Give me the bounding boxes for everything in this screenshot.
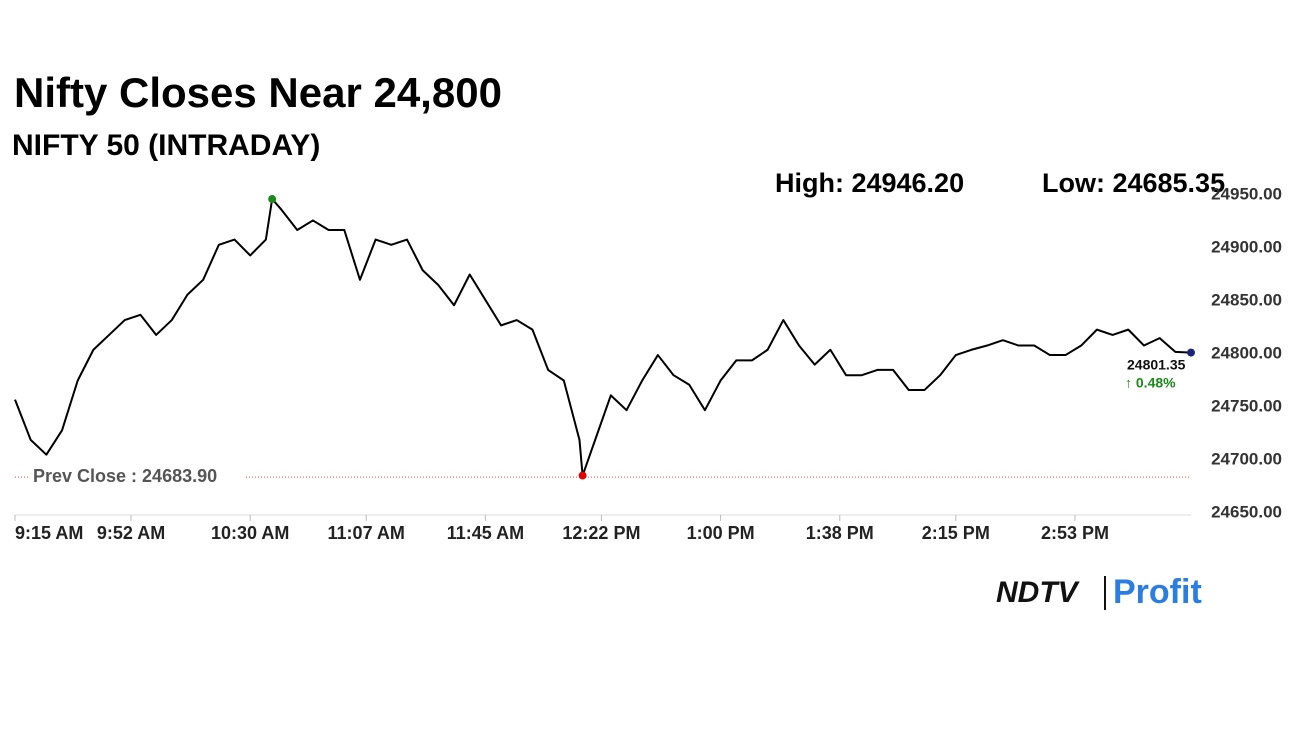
x-tick-label: 9:52 AM [97, 523, 165, 543]
price-line [14, 198, 1192, 477]
x-tick-label: 1:38 PM [806, 523, 874, 543]
y-tick-label: 24850.00 [1211, 290, 1282, 309]
y-tick-label: 24700.00 [1211, 449, 1282, 468]
y-tick-label: 24750.00 [1211, 396, 1282, 415]
last-label-bg [1124, 356, 1190, 392]
last-marker [1187, 348, 1195, 357]
y-tick-label: 24950.00 [1211, 184, 1282, 203]
logo-ndtv: NDTV [996, 576, 1081, 609]
change-label: ↑ 0.48% [1125, 375, 1176, 391]
prev-close-bg [28, 465, 246, 488]
x-tick-label: 2:53 PM [1041, 523, 1109, 543]
low-label: Low: 24685.35 [1042, 168, 1225, 198]
x-tick-label: 1:00 PM [687, 523, 755, 543]
x-tick-label: 12:22 PM [562, 523, 640, 543]
x-tick-label: 9:15 AM [15, 523, 83, 543]
last-label: 24801.35 [1127, 357, 1186, 373]
y-tick-label: 24800.00 [1211, 343, 1282, 362]
chart-title: Nifty Closes Near 24,800 [14, 69, 502, 116]
x-tick-label: 11:07 AM [328, 523, 405, 543]
high-label: High: 24946.20 [775, 168, 964, 198]
x-tick-label: 10:30 AM [211, 523, 289, 543]
x-tick-label: 11:45 AM [447, 523, 524, 543]
logo-profit: Profit [1113, 573, 1202, 611]
chart-subtitle: NIFTY 50 (INTRADAY) [12, 129, 320, 162]
prev-close-label: Prev Close : 24683.90 [33, 466, 217, 486]
y-tick-label: 24900.00 [1211, 237, 1282, 256]
x-tick-label: 2:15 PM [922, 523, 990, 543]
high-marker [268, 195, 277, 204]
low-marker [578, 471, 587, 480]
y-tick-label: 24650.00 [1211, 502, 1282, 521]
